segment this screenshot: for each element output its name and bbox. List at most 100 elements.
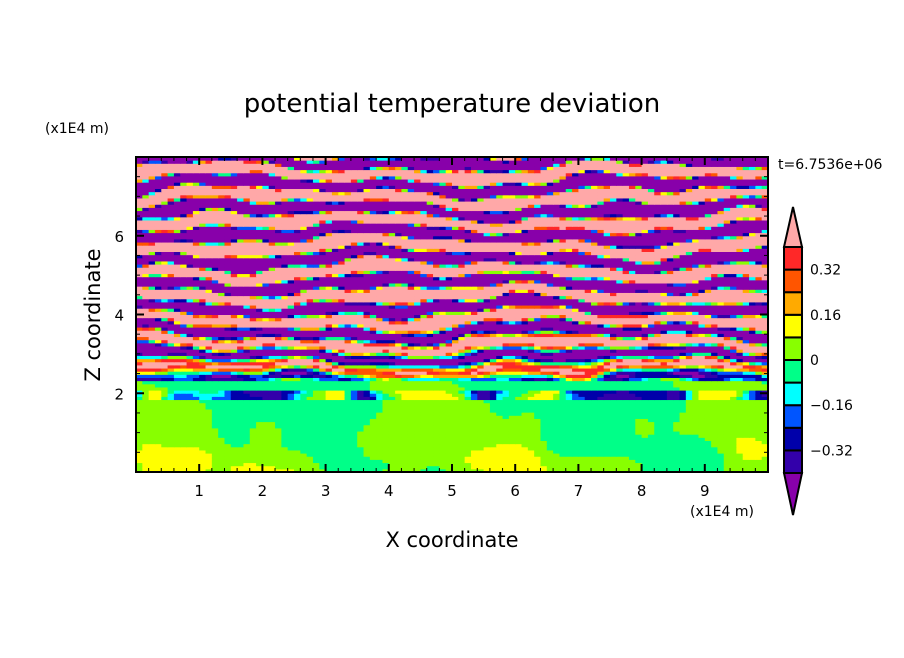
contour-cell — [565, 468, 573, 473]
contour-cell — [300, 449, 308, 454]
contour-cell — [603, 405, 611, 410]
contour-cell — [211, 402, 219, 407]
contour-cell — [553, 346, 560, 350]
contour-cell — [237, 383, 244, 388]
contour-cell — [591, 374, 598, 378]
contour-cell — [540, 415, 548, 419]
contour-cell — [666, 453, 674, 457]
contour-cell — [496, 446, 504, 451]
contour-cell — [142, 377, 150, 382]
contour-cell — [692, 377, 699, 382]
contour-cell — [641, 386, 649, 391]
contour-cell — [546, 336, 554, 341]
contour-cell — [477, 355, 485, 360]
contour-cell — [287, 399, 295, 404]
contour-cell — [470, 377, 478, 382]
contour-cell — [515, 358, 523, 363]
contour-cell — [357, 355, 365, 360]
contour-cell — [736, 399, 744, 404]
contour-cell — [647, 443, 655, 448]
contour-cell — [647, 327, 655, 331]
contour-cell — [622, 346, 630, 350]
contour-cell — [237, 449, 244, 454]
contour-cell — [142, 431, 150, 435]
contour-cell — [572, 446, 579, 451]
contour-cell — [205, 333, 213, 338]
contour-cell — [262, 339, 270, 344]
contour-cell — [180, 412, 188, 416]
contour-cell — [470, 320, 478, 325]
contour-cell — [660, 465, 668, 470]
contour-cell — [243, 361, 251, 366]
contour-cell — [540, 402, 548, 407]
contour-cell — [610, 364, 617, 369]
contour-cell — [534, 415, 541, 419]
contour-cell — [180, 352, 188, 356]
contour-cell — [711, 412, 718, 416]
contour-cell — [452, 349, 459, 353]
contour-cell — [565, 390, 573, 394]
contour-cell — [388, 342, 396, 347]
contour-cell — [256, 333, 263, 338]
contour-cell — [256, 437, 263, 441]
contour-cell — [477, 465, 485, 470]
contour-cell — [723, 339, 731, 344]
contour-cell — [496, 330, 504, 334]
contour-cell — [136, 456, 143, 460]
contour-cell — [237, 459, 244, 464]
contour-cell — [698, 405, 706, 410]
contour-cell — [268, 415, 276, 419]
contour-cell — [742, 383, 750, 388]
contour-cell — [647, 415, 655, 419]
contour-cell — [205, 314, 213, 319]
contour-cell — [508, 431, 516, 435]
contour-cell — [338, 390, 346, 394]
contour-cell — [736, 446, 744, 451]
contour-cell — [496, 405, 504, 410]
contour-cell — [256, 462, 263, 467]
contour-cell — [730, 339, 737, 344]
contour-cell — [717, 402, 725, 407]
contour-cell — [306, 355, 314, 360]
contour-cell — [237, 421, 244, 426]
contour-cell — [749, 333, 756, 338]
contour-cell — [679, 390, 687, 394]
contour-cell — [508, 352, 516, 356]
contour-cell — [136, 449, 143, 454]
contour-cell — [439, 368, 447, 372]
contour-cell — [553, 368, 560, 372]
contour-cell — [717, 380, 725, 385]
contour-cell — [382, 380, 390, 385]
contour-cell — [730, 402, 737, 407]
contour-cell — [205, 431, 213, 435]
contour-cell — [654, 339, 662, 344]
contour-cell — [249, 446, 257, 451]
contour-cell — [635, 424, 643, 429]
contour-cell — [717, 434, 725, 438]
contour-cell — [388, 453, 396, 457]
contour-cell — [470, 459, 478, 464]
contour-cell — [610, 431, 617, 435]
contour-cell — [527, 449, 535, 454]
contour-cell — [136, 383, 143, 388]
contour-cell — [426, 446, 434, 451]
contour-cell — [300, 346, 308, 350]
contour-cell — [369, 440, 377, 445]
contour-cell — [704, 336, 712, 341]
contour-cell — [275, 456, 282, 460]
contour-cell — [136, 346, 143, 350]
contour-cell — [420, 374, 428, 378]
contour-cell — [603, 402, 611, 407]
contour-cell — [464, 427, 472, 432]
contour-cell — [407, 437, 415, 441]
contour-cell — [654, 402, 662, 407]
contour-cell — [382, 317, 390, 322]
contour-cell — [445, 330, 453, 334]
contour-cell — [685, 380, 693, 385]
contour-cell — [401, 396, 409, 401]
contour-cell — [167, 333, 175, 338]
contour-cell — [199, 456, 207, 460]
contour-cell — [483, 396, 491, 401]
contour-cell — [275, 453, 282, 457]
contour-cell — [641, 412, 649, 416]
